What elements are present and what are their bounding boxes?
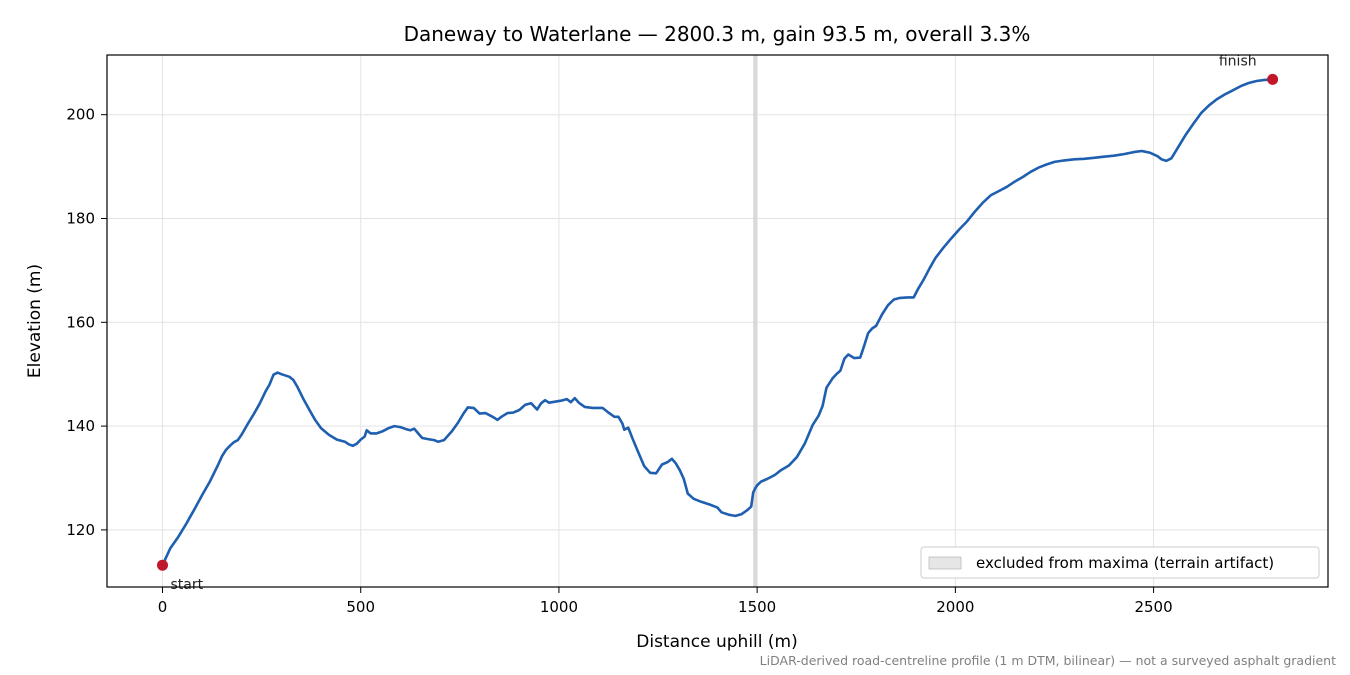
footnote: LiDAR-derived road-centreline profile (1… — [760, 653, 1336, 668]
legend: excluded from maxima (terrain artifact) — [920, 546, 1320, 579]
x-tick-label: 2500 — [1134, 598, 1172, 616]
y-tick-label: 140 — [66, 417, 95, 435]
plot-frame — [106, 54, 1329, 588]
chart-title: Daneway to Waterlane — 2800.3 m, gain 93… — [404, 22, 1031, 46]
finish-point-marker — [1267, 73, 1279, 85]
x-tick-label: 500 — [346, 598, 375, 616]
endpoints: start finish — [157, 53, 1279, 593]
x-tick-label: 1000 — [540, 598, 578, 616]
legend-entry-excluded: excluded from maxima (terrain artifact) — [976, 554, 1274, 572]
finish-label: finish — [1219, 53, 1257, 69]
grid — [107, 55, 1328, 587]
start-point-marker — [157, 559, 168, 571]
elevation-series-line — [161, 78, 1274, 567]
legend-swatch — [928, 556, 962, 570]
x-axis-label: Distance uphill (m) — [636, 632, 797, 652]
axis-ticks: 0 500 1000 1500 2000 2500 120 140 160 180 200 — [66, 106, 1172, 616]
x-tick-label: 2000 — [936, 598, 974, 616]
x-tick-label: 1500 — [738, 598, 776, 616]
legend-box — [920, 546, 1320, 579]
excluded-band — [753, 55, 758, 587]
y-tick-label: 180 — [66, 209, 95, 227]
y-tick-label: 120 — [66, 521, 95, 539]
y-tick-label: 200 — [66, 106, 95, 124]
y-tick-label: 160 — [66, 313, 95, 331]
x-tick-label: 0 — [158, 598, 168, 616]
y-axis-label: Elevation (m) — [25, 264, 45, 378]
start-label: start — [171, 577, 204, 593]
